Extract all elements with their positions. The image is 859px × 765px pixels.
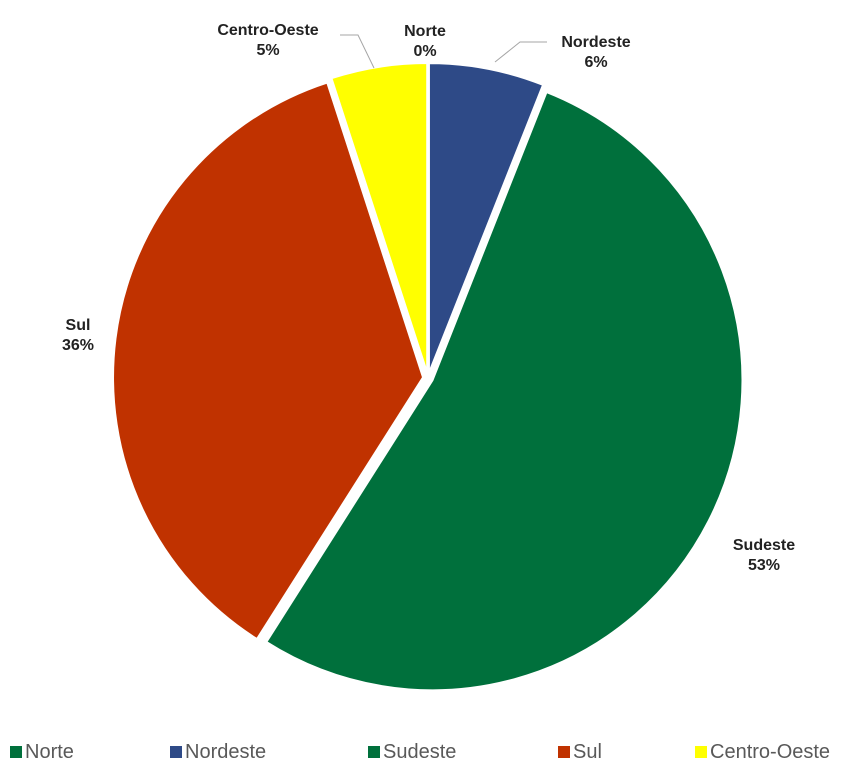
pie-slice-sudeste bbox=[264, 90, 744, 692]
legend-label-norte: Norte bbox=[25, 740, 74, 763]
data-label-category-nordeste: Nordeste bbox=[561, 34, 630, 51]
legend-label-centro-oeste: Centro-Oeste bbox=[710, 740, 831, 763]
legend-label-sudeste: Sudeste bbox=[383, 740, 457, 763]
legend-swatch-norte bbox=[10, 746, 22, 758]
legend-item-sul: Sul bbox=[558, 740, 602, 764]
pie-slices bbox=[112, 62, 744, 692]
data-label-value-sudeste: 53% bbox=[748, 557, 780, 574]
pie-slice-sul bbox=[112, 81, 425, 641]
data-labels: Norte 0% Nordeste 6% Sudeste 53% Sul 36% Centro-… bbox=[62, 22, 795, 574]
data-label-category-centro-oeste: Centro-Oeste bbox=[217, 22, 318, 39]
legend-swatch-centro-oeste bbox=[695, 746, 707, 758]
legend-label-sul: Sul bbox=[573, 740, 602, 763]
pie-slice-nordeste bbox=[427, 62, 545, 374]
data-label-value-centro-oeste: 5% bbox=[256, 42, 279, 59]
legend-item-nordeste: Nordeste bbox=[170, 740, 266, 764]
leader-lines bbox=[340, 34, 547, 69]
legend-label-nordeste: Nordeste bbox=[185, 740, 267, 763]
data-label-nordeste: Nordeste 6% bbox=[561, 34, 630, 71]
leader-line-nordeste bbox=[494, 41, 547, 63]
data-label-sul: Sul 36% bbox=[62, 317, 94, 354]
data-label-category-sul: Sul bbox=[66, 317, 91, 334]
data-label-sudeste: Sudeste 53% bbox=[733, 537, 795, 574]
data-label-value-sul: 36% bbox=[62, 337, 94, 354]
legend: Norte Nordeste Sudeste Sul Centro-Oeste bbox=[10, 740, 859, 764]
legend-swatch-sul bbox=[558, 746, 570, 758]
legend-item-norte: Norte bbox=[10, 740, 74, 764]
data-label-norte: Norte 0% bbox=[404, 23, 446, 60]
data-label-value-nordeste: 6% bbox=[584, 54, 607, 71]
legend-swatch-sudeste bbox=[368, 746, 380, 758]
leader-line-centro-oeste bbox=[340, 34, 375, 69]
data-label-category-norte: Norte bbox=[404, 23, 446, 40]
data-label-category-sudeste: Sudeste bbox=[733, 537, 795, 554]
legend-item-sudeste: Sudeste bbox=[368, 740, 456, 764]
pie-slice-centro-oeste bbox=[330, 62, 429, 374]
pie-plot-area: Norte 0% Nordeste 6% Sudeste 53% Sul 36% Centro-… bbox=[62, 22, 795, 692]
legend-item-centro-oeste: Centro-Oeste bbox=[695, 740, 830, 764]
data-label-centro-oeste: Centro-Oeste 5% bbox=[217, 22, 318, 59]
legend-swatch-nordeste bbox=[170, 746, 182, 758]
data-label-value-norte: 0% bbox=[413, 43, 436, 60]
